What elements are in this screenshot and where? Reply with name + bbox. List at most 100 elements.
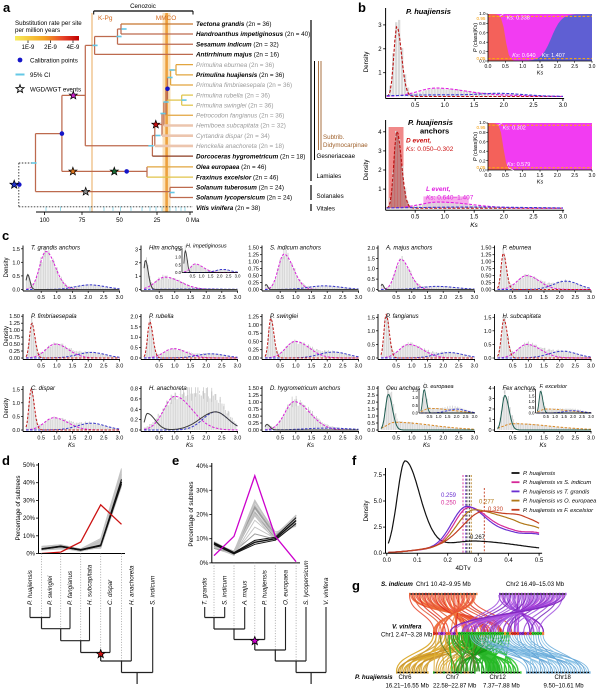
svg-text:2.5: 2.5 bbox=[571, 364, 579, 370]
svg-text:0.5: 0.5 bbox=[155, 295, 163, 301]
svg-text:1.5: 1.5 bbox=[470, 215, 479, 221]
svg-text:2.0: 2.0 bbox=[323, 436, 331, 442]
svg-text:1.0: 1.0 bbox=[175, 255, 181, 260]
svg-text:1.5: 1.5 bbox=[540, 295, 548, 301]
svg-text:e: e bbox=[172, 453, 179, 468]
svg-text:Primulina huajiensis (2n = 36): Primulina huajiensis (2n = 36) bbox=[196, 72, 284, 79]
svg-text:Substitution rate per site: Substitution rate per site bbox=[15, 20, 82, 27]
svg-text:1.5: 1.5 bbox=[470, 103, 479, 109]
svg-text:0.2: 0.2 bbox=[444, 558, 453, 564]
svg-text:Density: Density bbox=[4, 326, 10, 346]
svg-text:Dorcoceras hygrometricum (2n =: Dorcoceras hygrometricum (2n = 18) bbox=[196, 153, 305, 160]
svg-text:2.5: 2.5 bbox=[339, 295, 347, 301]
svg-text:0%: 0% bbox=[200, 561, 209, 567]
svg-text:P. fimbriaesepala: P. fimbriaesepala bbox=[31, 314, 77, 320]
svg-text:S. indicum: S. indicum bbox=[150, 576, 157, 605]
svg-text:40%: 40% bbox=[23, 481, 36, 487]
svg-text:0.5: 0.5 bbox=[130, 346, 138, 352]
svg-text:0.5: 0.5 bbox=[509, 295, 517, 301]
svg-text:A. majus anchors: A. majus anchors bbox=[385, 246, 432, 252]
svg-text:2: 2 bbox=[488, 407, 491, 413]
svg-text:0.75: 0.75 bbox=[248, 407, 259, 413]
svg-text:0.267: 0.267 bbox=[470, 535, 486, 541]
svg-text:0.4: 0.4 bbox=[130, 407, 138, 413]
svg-text:0.4: 0.4 bbox=[479, 40, 486, 45]
svg-text:2.0: 2.0 bbox=[570, 414, 576, 419]
svg-text:2.5: 2.5 bbox=[100, 436, 108, 442]
svg-text:2.5: 2.5 bbox=[367, 393, 375, 399]
svg-text:1.5: 1.5 bbox=[69, 364, 77, 370]
svg-text:1.5: 1.5 bbox=[367, 407, 375, 413]
svg-text:1.5: 1.5 bbox=[12, 247, 20, 253]
svg-text:2.5: 2.5 bbox=[571, 436, 579, 442]
svg-text:0.5: 0.5 bbox=[411, 215, 420, 221]
svg-text:2.0: 2.0 bbox=[554, 64, 561, 70]
svg-text:1: 1 bbox=[488, 418, 491, 424]
svg-text:1.5: 1.5 bbox=[561, 414, 567, 419]
svg-text:Vitales: Vitales bbox=[317, 206, 335, 213]
svg-text:50: 50 bbox=[116, 218, 123, 224]
svg-text:0.25: 0.25 bbox=[9, 349, 20, 355]
svg-text:2.0: 2.0 bbox=[202, 364, 210, 370]
svg-text:1.0: 1.0 bbox=[292, 295, 300, 301]
svg-text:2.5: 2.5 bbox=[218, 295, 226, 301]
svg-text:1.5: 1.5 bbox=[308, 364, 316, 370]
svg-text:3.0: 3.0 bbox=[471, 364, 479, 370]
svg-text:2.0: 2.0 bbox=[529, 388, 535, 393]
svg-text:0.0: 0.0 bbox=[383, 558, 392, 564]
svg-text:10%: 10% bbox=[196, 537, 209, 543]
svg-text:Gesneriaceae: Gesneriaceae bbox=[317, 153, 356, 160]
svg-text:0.5: 0.5 bbox=[37, 364, 45, 370]
svg-text:Lamiales: Lamiales bbox=[317, 173, 342, 180]
svg-text:0.5: 0.5 bbox=[367, 342, 375, 348]
svg-text:1.0: 1.0 bbox=[436, 414, 442, 419]
svg-text:0.5: 0.5 bbox=[367, 421, 375, 427]
svg-text:0.25: 0.25 bbox=[248, 281, 259, 287]
svg-text:2.5: 2.5 bbox=[571, 173, 578, 179]
svg-text:Primulina fimbriaesepala (2n =: Primulina fimbriaesepala (2n = 36) bbox=[196, 82, 292, 89]
svg-text:O. europaea: O. europaea bbox=[283, 569, 290, 605]
svg-text:3.0: 3.0 bbox=[589, 173, 596, 179]
svg-text:1.0: 1.0 bbox=[519, 64, 526, 70]
svg-text:2.5: 2.5 bbox=[455, 295, 463, 301]
svg-text:2.5: 2.5 bbox=[455, 436, 463, 442]
svg-text:0.5: 0.5 bbox=[37, 436, 45, 442]
svg-text:1.00: 1.00 bbox=[248, 323, 259, 329]
svg-text:0.50: 0.50 bbox=[9, 342, 20, 348]
svg-text:1.50: 1.50 bbox=[9, 314, 20, 320]
svg-text:0.5: 0.5 bbox=[190, 274, 196, 279]
svg-text:Solanales: Solanales bbox=[317, 193, 344, 200]
svg-text:2.0: 2.0 bbox=[439, 364, 447, 370]
svg-text:0.00: 0.00 bbox=[248, 288, 259, 294]
svg-text:Calibration points: Calibration points bbox=[30, 58, 78, 65]
svg-text:0.5: 0.5 bbox=[529, 405, 535, 410]
svg-text:0.8: 0.8 bbox=[479, 130, 486, 135]
svg-text:2.5: 2.5 bbox=[529, 103, 538, 109]
svg-text:Subtrib.: Subtrib. bbox=[323, 134, 345, 141]
svg-text:P. huajiensis vs O. europaea: P. huajiensis vs O. europaea bbox=[523, 499, 597, 505]
svg-text:Ks: 0.579: Ks: 0.579 bbox=[507, 162, 530, 168]
svg-text:c: c bbox=[2, 228, 9, 243]
svg-text:g: g bbox=[352, 578, 360, 593]
svg-text:Antirrhinum majus (2n = 16): Antirrhinum majus (2n = 16) bbox=[195, 52, 279, 59]
svg-text:1.5: 1.5 bbox=[367, 315, 375, 321]
svg-text:0.00: 0.00 bbox=[9, 356, 20, 362]
svg-text:0.5: 0.5 bbox=[276, 436, 284, 442]
svg-text:7.37–7.88 Mb: 7.37–7.88 Mb bbox=[483, 684, 520, 690]
svg-text:3.0: 3.0 bbox=[587, 364, 595, 370]
svg-text:2.0: 2.0 bbox=[439, 436, 447, 442]
svg-text:1.0: 1.0 bbox=[12, 260, 20, 266]
svg-text:0.5: 0.5 bbox=[12, 414, 20, 420]
svg-text:0.50: 0.50 bbox=[248, 274, 259, 280]
svg-text:Percentage of subtrees: Percentage of subtrees bbox=[15, 475, 22, 540]
svg-text:1.5: 1.5 bbox=[187, 364, 195, 370]
svg-text:3.0: 3.0 bbox=[587, 295, 595, 301]
svg-text:P. huajiensis vs T. grandis: P. huajiensis vs T. grandis bbox=[523, 489, 589, 495]
svg-text:A. majus: A. majus bbox=[242, 580, 249, 606]
svg-text:2.0: 2.0 bbox=[500, 215, 509, 221]
svg-text:H. subcapitata: H. subcapitata bbox=[87, 564, 94, 605]
svg-text:0.5: 0.5 bbox=[155, 436, 163, 442]
svg-text:Ks: Ks bbox=[307, 443, 314, 449]
svg-text:2.5: 2.5 bbox=[579, 414, 585, 419]
svg-text:2.0: 2.0 bbox=[556, 436, 564, 442]
